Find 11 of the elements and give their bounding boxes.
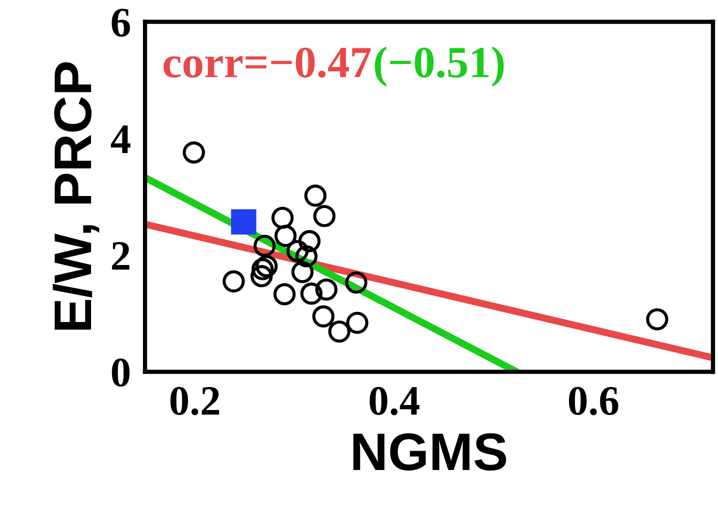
y-tick-label: 4 (110, 126, 130, 153)
y-axis-title: E/W, PRCP (52, 62, 100, 330)
annotation: corr=−0.47 (164, 48, 371, 78)
x-tick-label: 0.2 (170, 386, 220, 416)
x-tick-label: 0.6 (568, 386, 618, 416)
y-tick-label: 6 (112, 8, 130, 37)
y-tick-label: 0 (112, 358, 130, 387)
x-tick-label: 0.4 (370, 386, 420, 416)
y-tick-label: 2 (112, 242, 130, 270)
annotation: (−0.51) (374, 46, 504, 87)
x-axis-title: NGMS (353, 433, 506, 471)
